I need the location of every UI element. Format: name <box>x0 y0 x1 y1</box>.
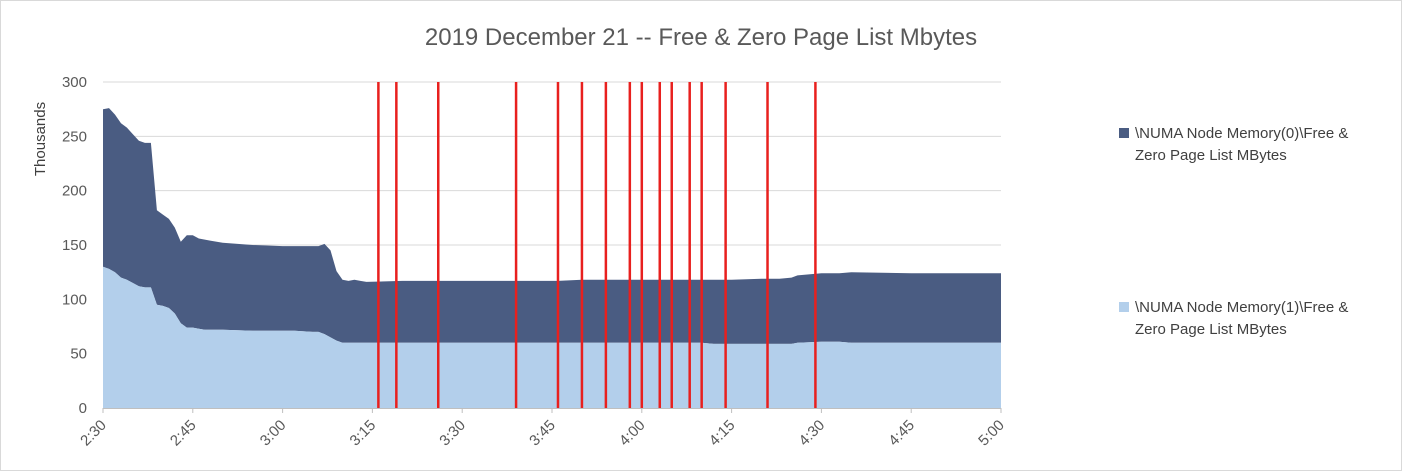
y-tick-label: 50 <box>70 346 87 363</box>
legend-label: \NUMA Node Memory(0)\Free & Zero Page Lis… <box>1135 125 1348 164</box>
legend-swatch <box>1119 302 1129 312</box>
y-tick-label: 0 <box>79 400 87 417</box>
x-tick-label: 4:45 <box>885 417 918 450</box>
x-tick-label: 2:45 <box>167 417 200 450</box>
y-tick-label: 300 <box>62 74 87 91</box>
x-tick-label: 2:30 <box>77 417 110 450</box>
x-tick-label: 4:30 <box>796 417 829 450</box>
x-tick-labels: 2:30 2:45 3:00 3:15 3:30 3:45 4:00 4:15 4:30 4:45… <box>77 408 1008 449</box>
legend: \NUMA Node Memory(0)\Free & Zero Page Lis… <box>1119 125 1348 338</box>
legend-swatch <box>1119 128 1129 138</box>
x-tick-label: 3:00 <box>257 417 290 450</box>
chart-title: 2019 December 21 -- Free & Zero Page Lis… <box>425 24 977 51</box>
y-axis-label: Thousands <box>32 102 49 176</box>
y-tick-label: 200 <box>62 183 87 200</box>
x-tick-label: 3:15 <box>347 417 380 450</box>
y-tick-label: 100 <box>62 291 87 308</box>
area-series-node0 <box>103 108 1001 344</box>
annotation-lines <box>377 82 817 408</box>
x-tick-label: 5:00 <box>975 417 1008 450</box>
area-series <box>103 108 1001 408</box>
x-tick-label: 3:45 <box>526 417 559 450</box>
y-tick-label: 150 <box>62 237 87 254</box>
x-tick-label: 3:30 <box>436 417 469 450</box>
x-tick-label: 4:00 <box>616 417 649 450</box>
area-series-node1 <box>103 266 1001 408</box>
legend-label: \NUMA Node Memory(1)\Free & Zero Page Lis… <box>1135 299 1348 338</box>
y-tick-label: 250 <box>62 128 87 145</box>
y-tick-labels: 0 50 100 150 200 250 300 <box>62 74 87 417</box>
x-tick-label: 4:15 <box>706 417 739 450</box>
